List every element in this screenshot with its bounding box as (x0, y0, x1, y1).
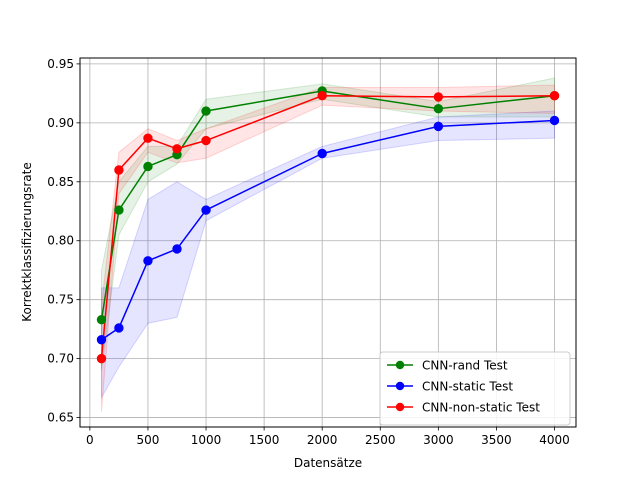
y-tick-label: 0.85 (47, 175, 74, 189)
legend-cnn-rand-test-label: CNN-rand Test (422, 359, 508, 373)
cnn-static-test-point (317, 148, 327, 159)
y-tick-label: 0.75 (47, 293, 74, 307)
series-lines (100, 90, 555, 359)
cnn-rand-test-point (201, 106, 211, 116)
legend-cnn-static-test-label: CNN-static Test (422, 380, 513, 394)
cnn-static-test-point (433, 121, 444, 132)
cnn-non-static-test-point (114, 165, 124, 175)
axis-ticks: 0 500 1000 1500 2000 2500 3000 3500 4000 0.65 0.70… (47, 57, 570, 447)
cnn-rand-test-point (114, 205, 124, 215)
x-tick-label: 1500 (249, 433, 280, 447)
x-tick-label: 1000 (191, 433, 222, 447)
cnn-static-test-point (549, 115, 560, 126)
legend-cnn-static-test-marker (395, 381, 405, 391)
x-tick-label: 4000 (539, 433, 570, 447)
y-tick-label: 0.90 (47, 116, 74, 130)
y-tick-label: 0.70 (47, 352, 74, 366)
cnn-rand-test-point (96, 315, 107, 325)
legend-cnn-rand-test-marker (395, 360, 405, 370)
cnn-static-test-band (100, 110, 556, 400)
legend-cnn-non-static-test-marker (395, 402, 405, 412)
legend-box (379, 351, 571, 426)
x-axis-title: Datensätze (294, 456, 362, 470)
legend-cnn-non-static-test-label: CNN-non-static Test (422, 401, 540, 415)
cnn-static-test-point (114, 323, 124, 333)
cnn-rand-test-point (143, 161, 153, 172)
cnn-non-static-test-line (100, 94, 555, 359)
cnn-non-static-test-point (317, 91, 327, 101)
y-axis-title: Korrektklassifizierungsrate (20, 162, 34, 321)
cnn-non-static-test-band (100, 84, 556, 412)
legend: CNN-rand Test CNN-static Test CNN-non-stat… (379, 351, 571, 426)
cnn-non-static-test-point (201, 135, 211, 146)
cnn-non-static-test-point (172, 144, 182, 154)
cnn-static-test-point (143, 256, 153, 266)
y-tick-label: 0.95 (47, 57, 74, 71)
series-markers (96, 86, 560, 364)
cnn-static-test-line (101, 119, 555, 341)
x-tick-label: 500 (137, 433, 160, 447)
plot-frame (79, 57, 577, 428)
x-tick-label: 3500 (481, 433, 512, 447)
x-tick-label: 0 (86, 433, 94, 447)
cnn-static-test-point (201, 205, 211, 215)
x-tick-label: 2500 (365, 433, 396, 447)
cnn-non-static-test-point (549, 91, 560, 101)
x-tick-label: 3000 (423, 433, 454, 447)
x-tick-label: 2000 (307, 433, 338, 447)
y-tick-label: 0.80 (47, 234, 74, 248)
cnn-non-static-test-point (143, 133, 153, 143)
cnn-non-static-test-point (433, 92, 444, 102)
cnn-rand-test-line (100, 90, 555, 320)
cnn-non-static-test-point (96, 353, 107, 364)
cnn-static-test-point (172, 244, 182, 254)
cnn-static-test-point (96, 335, 107, 345)
cnn-rand-test-point (433, 103, 444, 114)
y-tick-label: 0.65 (47, 411, 74, 425)
